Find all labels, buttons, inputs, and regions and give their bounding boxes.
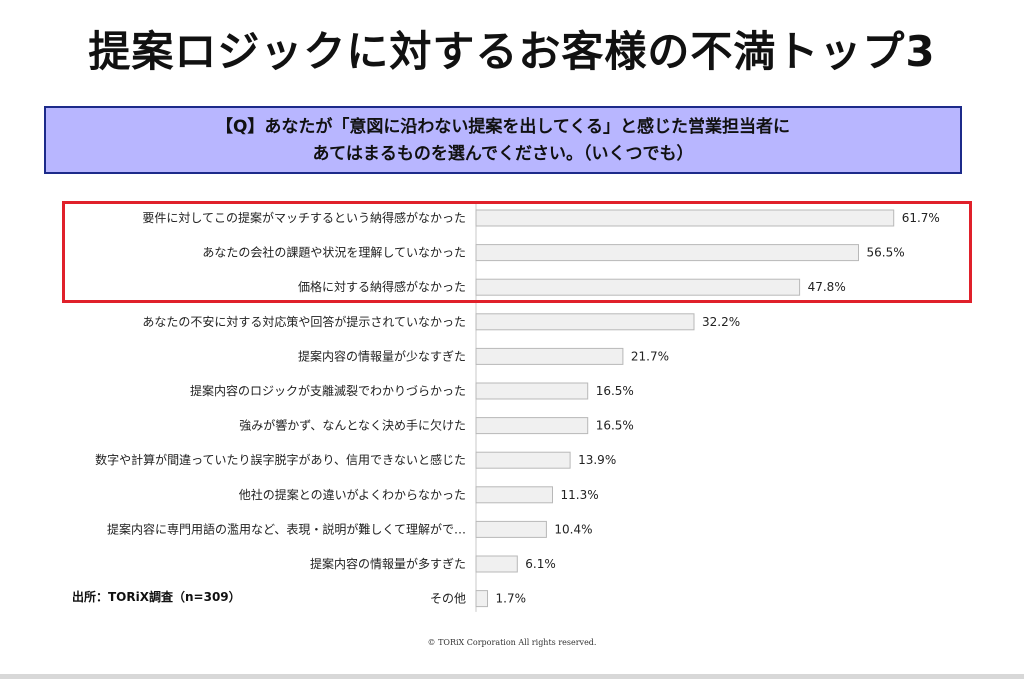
- bar: [475, 209, 895, 227]
- bar: [475, 520, 547, 538]
- bottom-divider: [0, 674, 1024, 679]
- value-label: 10.4%: [554, 522, 592, 536]
- category-label: 提案内容の情報量が多すぎた: [310, 556, 466, 571]
- category-label: 強みが響かず、なんとなく決め手に欠けた: [239, 418, 466, 433]
- bar: [475, 244, 860, 262]
- category-label: 提案内容に専門用語の濫用など、表現・説明が難しくて理解がで…: [107, 521, 466, 536]
- value-label: 16.5%: [596, 384, 634, 398]
- value-label: 6.1%: [525, 557, 556, 571]
- value-label: 56.5%: [867, 246, 905, 260]
- value-label: 11.3%: [561, 488, 599, 502]
- bar: [475, 347, 624, 365]
- bar: [475, 555, 518, 573]
- category-label: あなたの会社の課題や状況を理解していなかった: [202, 245, 466, 260]
- question-box: 【Q】あなたが「意図に沿わない提案を出してくる」と感じた営業担当者に あてはまる…: [44, 106, 962, 174]
- value-label: 16.5%: [596, 419, 634, 433]
- category-label: その他: [430, 592, 466, 606]
- source-note: 出所：TORiX調査（n=309）: [72, 590, 241, 604]
- value-label: 13.9%: [578, 453, 616, 467]
- copyright-note: © TORiX Corporation All rights reserved.: [427, 638, 597, 647]
- value-label: 1.7%: [496, 592, 527, 606]
- category-label: 提案内容の情報量が少なすぎた: [298, 348, 466, 363]
- page-title: 提案ロジックに対するお客様の不満トップ3: [88, 27, 936, 76]
- top3-highlight-box: [62, 201, 972, 303]
- value-label: 32.2%: [702, 315, 740, 329]
- bar: [475, 451, 571, 469]
- category-label: 提案内容のロジックが支離滅裂でわかりづらかった: [190, 383, 466, 398]
- category-label: 他社の提案との違いがよくわからなかった: [239, 487, 466, 502]
- value-label: 47.8%: [808, 280, 846, 294]
- bar: [475, 382, 589, 400]
- bar: [475, 313, 695, 331]
- bar: [475, 590, 489, 608]
- category-label: 要件に対してこの提案がマッチするという納得感がなかった: [142, 210, 466, 225]
- question-line-2: あてはまるものを選んでください。（いくつでも）: [312, 144, 694, 164]
- value-label: 21.7%: [631, 349, 669, 363]
- category-label: 価格に対する納得感がなかった: [298, 279, 466, 294]
- value-label: 61.7%: [902, 211, 940, 225]
- question-line-1: 【Q】あなたが「意図に沿わない提案を出してくる」と感じた営業担当者に: [215, 117, 791, 137]
- bar: [475, 278, 801, 296]
- bar: [475, 417, 589, 435]
- category-label: あなたの不安に対する対応策や回答が提示されていなかった: [142, 314, 466, 329]
- category-label: 数字や計算が間違っていたり誤字脱字があり、信用できないと感じた: [95, 452, 466, 467]
- bar: [475, 486, 554, 504]
